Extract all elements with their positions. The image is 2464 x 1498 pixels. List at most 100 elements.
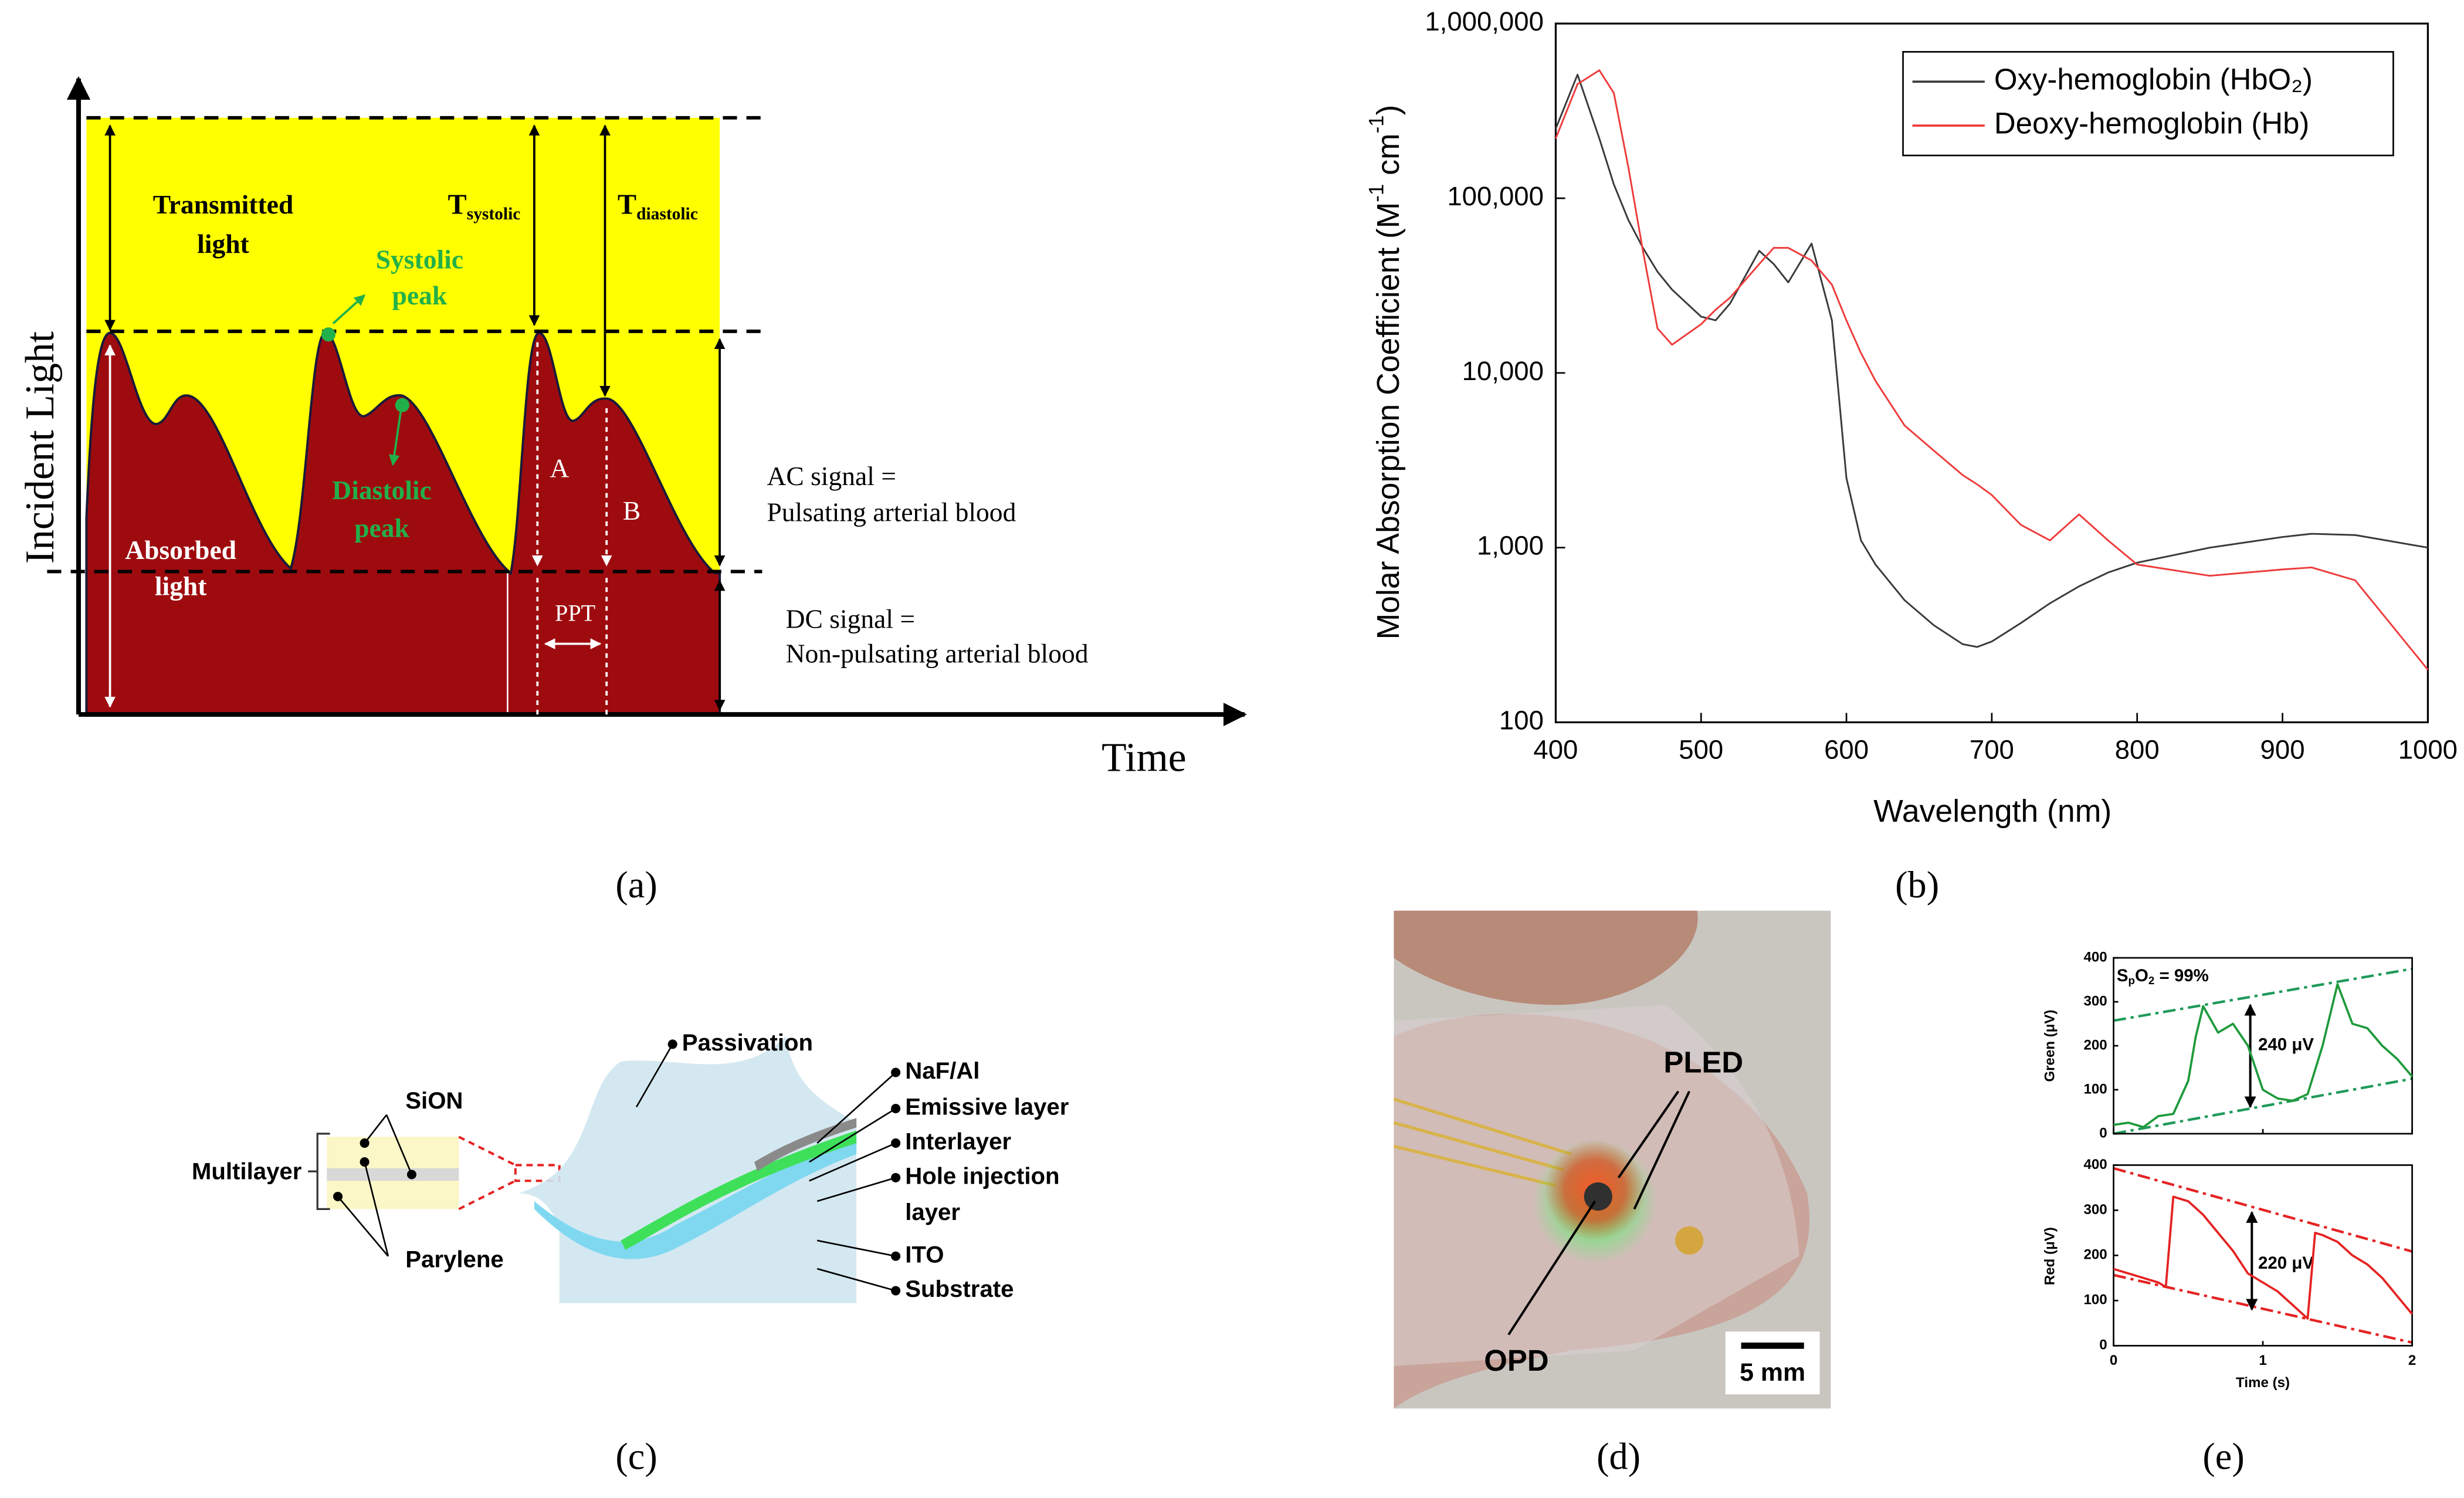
label: 5 mm xyxy=(1740,1358,1805,1387)
x-axis-label: Time (s) xyxy=(2236,1375,2290,1391)
label: Multilayer xyxy=(192,1158,302,1184)
y-tick-label: 1,000,000 xyxy=(1425,6,1544,36)
subscript: systolic xyxy=(467,205,521,223)
y-axis-label: Red (μV) xyxy=(2042,1227,2058,1285)
label: DC signal = xyxy=(786,604,915,634)
emissive-layer xyxy=(621,1130,857,1250)
label: AC signal = xyxy=(767,461,896,491)
opd xyxy=(1584,1182,1612,1211)
x-tick-label: 1000 xyxy=(2398,735,2458,765)
text: O xyxy=(2135,966,2148,985)
y-tick-label: 300 xyxy=(2083,1202,2107,1218)
superscript: -1 xyxy=(1365,115,1388,133)
diastolic-dot xyxy=(395,398,409,412)
y-tick-label: 0 xyxy=(2099,1125,2107,1141)
superscript: -1 xyxy=(1365,184,1388,202)
absorbed-waveform xyxy=(85,331,721,716)
panel-label: (b) xyxy=(1895,864,1939,906)
y-tick-label: 10,000 xyxy=(1462,356,1544,386)
x-tick-label: 1 xyxy=(2259,1353,2266,1368)
label: Non-pulsating arterial blood xyxy=(786,639,1089,669)
y-tick-label: 300 xyxy=(2083,993,2107,1009)
label: Parylene xyxy=(405,1246,504,1272)
label: PPT xyxy=(555,600,595,626)
y-tick-label: 0 xyxy=(2099,1337,2107,1353)
label: peak xyxy=(392,280,448,310)
series-line xyxy=(2113,1195,2414,1320)
label: Absorbed xyxy=(125,535,236,565)
panel-d: PLED OPD 5 mm xyxy=(1393,910,1831,1409)
symbol: T xyxy=(448,189,467,220)
label: Passivation xyxy=(682,1029,813,1056)
label: PLED xyxy=(1663,1046,1743,1079)
panel-c: Passivation NaF/Al Emissive layer Interl… xyxy=(192,1029,1069,1304)
label: Diastolic xyxy=(332,475,431,505)
x-tick-label: 500 xyxy=(1679,735,1723,765)
y-tick-label: 400 xyxy=(2083,949,2107,965)
y-tick-label: 100 xyxy=(2083,1292,2107,1308)
label: A xyxy=(550,453,569,483)
panel-label: (e) xyxy=(2202,1436,2244,1477)
label: Pulsating arterial blood xyxy=(767,497,1016,527)
panel-a: Incident Light Time Transmitted light Sy… xyxy=(18,76,1247,780)
text: S xyxy=(2117,966,2129,985)
symbol: T xyxy=(618,189,636,220)
chart: 400 500 600 700 800 900 1000 100 1,000 10,000 100,… xyxy=(1425,6,2458,764)
series-line xyxy=(2113,983,2414,1128)
label: OPD xyxy=(1484,1344,1548,1377)
panel-b: Wavelength (nm) Molar Absorption Coeffic… xyxy=(1365,105,2111,829)
x-axis-label: Wavelength (nm) xyxy=(1873,794,2111,829)
y-tick-label: 100 xyxy=(2083,1081,2107,1097)
subscript: diastolic xyxy=(636,205,698,223)
y-axis-label: Green (μV) xyxy=(2042,1009,2058,1082)
legend-label: Deoxy-hemoglobin (Hb) xyxy=(1994,107,2309,140)
chart: 0 1 2 0 100 200 300 400 xyxy=(2083,1157,2416,1368)
reference-lines xyxy=(47,116,762,574)
label: peak xyxy=(354,513,409,543)
label: B xyxy=(623,496,640,526)
subscript: 2 xyxy=(2148,974,2154,987)
label: NaF/Al xyxy=(905,1058,980,1084)
text: = 99% xyxy=(2154,966,2209,985)
text: cm xyxy=(1371,133,1406,184)
x-axis-label: Time xyxy=(1101,735,1187,780)
subscript: p xyxy=(2129,974,2135,987)
zoom-box xyxy=(514,1164,561,1182)
panel-labels: (a) (b) (c) (d) (e) xyxy=(615,864,2244,1477)
x-tick-label: 700 xyxy=(1970,735,2014,765)
systolic-dot xyxy=(321,327,336,342)
leaders xyxy=(333,1039,901,1296)
sion-layer xyxy=(327,1168,459,1181)
series-line xyxy=(1555,73,2428,648)
series-line xyxy=(1555,69,2429,670)
plot-frame xyxy=(1554,22,2429,724)
label: Tsystolic xyxy=(448,189,521,223)
x-tick-label: 0 xyxy=(2110,1353,2117,1368)
finger-top xyxy=(1394,910,1698,1005)
x-tick-label: 400 xyxy=(1533,735,1578,765)
y-tick-label: 1,000 xyxy=(1477,531,1544,561)
label: layer xyxy=(905,1199,960,1225)
label: ITO xyxy=(905,1241,944,1267)
chart: 0 100 200 300 400 xyxy=(2083,949,2414,1141)
y-tick-label: 100,000 xyxy=(1447,181,1544,211)
text: ) xyxy=(1371,105,1406,116)
pad xyxy=(1675,1226,1704,1255)
label: Substrate xyxy=(905,1276,1014,1302)
leaders xyxy=(1507,1090,1690,1336)
y-tick-label: 100 xyxy=(1499,706,1544,736)
y-axis-label: Molar Absorption Coefficient (M-1 cm-1) xyxy=(1365,105,1406,640)
label: Emissive layer xyxy=(905,1094,1069,1120)
label: light xyxy=(155,571,207,601)
y-tick-label: 200 xyxy=(2083,1247,2107,1263)
text: Molar Absorption Coefficient (M xyxy=(1371,202,1406,640)
arrows xyxy=(104,124,726,715)
device-body xyxy=(518,1036,857,1304)
annotation: SpO2 = 99% xyxy=(2117,966,2209,987)
label: Tdiastolic xyxy=(618,189,698,223)
y-axis-label: Incident Light xyxy=(18,331,63,564)
panel-label: (a) xyxy=(615,864,657,906)
label: Systolic xyxy=(376,245,463,274)
legend-box xyxy=(1902,51,2394,157)
